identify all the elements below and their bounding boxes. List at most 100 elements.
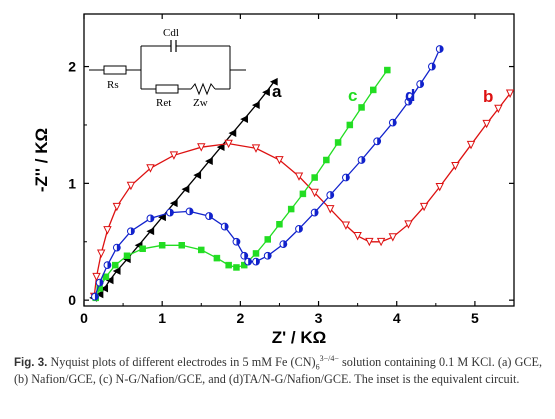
- x-tick-label: 1: [158, 310, 166, 326]
- series-d-point: [112, 243, 121, 252]
- series-a-point: [169, 199, 178, 208]
- series-c-point: [323, 156, 330, 164]
- series-d-point: [373, 137, 382, 146]
- x-tick-label: 0: [80, 310, 88, 326]
- series-d-point: [166, 208, 174, 217]
- series-d-point: [220, 222, 229, 231]
- series-d-point: [310, 208, 319, 217]
- series-c-point: [139, 245, 146, 253]
- series-a-point: [216, 143, 225, 152]
- series-label-a: a: [272, 82, 282, 101]
- series-d-point: [388, 118, 397, 127]
- x-tick-label: 4: [393, 310, 401, 326]
- series-d-point: [252, 257, 260, 266]
- series-d-point: [326, 191, 335, 199]
- series-c-point: [213, 254, 221, 262]
- caption-subscript: 6: [315, 362, 320, 372]
- series-b-point: [275, 156, 284, 165]
- series-label-b: b: [483, 87, 493, 106]
- series-c-point: [198, 246, 205, 254]
- caption-superscript: 3−/4−: [319, 353, 339, 363]
- series-a-point: [251, 101, 260, 109]
- series-c-point: [123, 252, 131, 260]
- nyquist-figure: 0 1 2 3 4 5 0 1 2 Z' / KΩ -Z'' / KΩ a b c d Rs …: [32, 13, 515, 347]
- series-d-point: [205, 212, 213, 220]
- series-d-point: [95, 278, 104, 287]
- series-a-point: [240, 115, 248, 124]
- series-b-point: [96, 249, 106, 258]
- plot-frame: [83, 13, 515, 307]
- series-d-point: [295, 225, 303, 233]
- series-c-point: [299, 190, 307, 198]
- cdl-label: Cdl: [163, 27, 179, 39]
- series-c-point: [346, 121, 354, 129]
- x-axis-ticks: 0 1 2 3 4 5: [80, 14, 479, 326]
- series-b-point: [310, 188, 319, 198]
- zw-label: Zw: [193, 97, 208, 109]
- series-c-point: [311, 174, 318, 181]
- series-c: [92, 66, 391, 302]
- series-d-point: [240, 251, 249, 260]
- series-d-point: [357, 156, 366, 164]
- caption-text-before: Nyquist plots of different electrodes in…: [47, 355, 316, 369]
- series-a-point: [269, 77, 278, 86]
- series-a-point: [193, 171, 202, 180]
- series-b-point: [404, 220, 413, 229]
- series-d-point: [127, 227, 135, 236]
- series-d-point: [435, 45, 444, 53]
- series-c-point: [370, 86, 377, 94]
- series-b-point: [353, 232, 362, 241]
- series-d-point: [263, 251, 272, 260]
- inset-equivalent-circuit: Rs Cdl Ret Zw: [89, 27, 246, 109]
- y-tick-label: 1: [68, 175, 76, 191]
- series-d-point: [404, 97, 413, 106]
- y-axis-title: -Z'' / KΩ: [32, 128, 51, 192]
- series-b-line: [93, 93, 511, 297]
- series-d-point: [428, 62, 436, 71]
- series-b-point: [466, 140, 476, 150]
- caption-text-after: solution containing 0.1 M KCl. (a) GCE, …: [14, 355, 542, 386]
- series-b-point: [126, 181, 136, 191]
- series-c-point: [112, 261, 119, 269]
- series-d-point: [146, 214, 155, 223]
- series-c-point: [334, 139, 342, 146]
- series-d: [91, 45, 444, 301]
- series-c-point: [158, 242, 166, 249]
- series-c-point: [384, 66, 391, 74]
- ret-resistor: [155, 84, 179, 94]
- series-c-point: [252, 250, 260, 257]
- series-d-point: [232, 237, 241, 246]
- ret-label: Ret: [156, 97, 171, 109]
- series-a-point: [146, 227, 155, 236]
- series-b-point: [224, 139, 233, 149]
- zw-element: [190, 82, 216, 96]
- series-b-point: [341, 221, 351, 230]
- series-b-point: [197, 143, 206, 152]
- series-b: [89, 89, 514, 302]
- x-tick-label: 3: [315, 310, 323, 326]
- series-b-point: [251, 144, 261, 153]
- series-label-d: d: [405, 86, 415, 105]
- series-d-point: [342, 173, 350, 182]
- x-tick-label: 2: [236, 310, 244, 326]
- series-b-point: [92, 272, 101, 282]
- series-b-point: [112, 202, 122, 212]
- series-label-c: c: [348, 86, 357, 105]
- figure-caption: Fig. 3. Nyquist plots of different elect…: [14, 354, 542, 387]
- series-b-point: [365, 237, 374, 247]
- series-a-point: [181, 185, 190, 194]
- series-c-point: [264, 236, 271, 243]
- series-b-point: [494, 104, 503, 114]
- series-d-point: [103, 261, 112, 270]
- series-b-point: [294, 172, 304, 181]
- series-a-point: [100, 284, 109, 293]
- caption-label: Fig. 3.: [14, 357, 48, 369]
- y-axis-ticks: 0 1 2: [68, 59, 514, 308]
- series-b-point: [482, 119, 491, 129]
- x-axis-title: Z' / KΩ: [272, 328, 327, 347]
- series-b-point: [103, 226, 112, 235]
- y-tick-label: 0: [68, 292, 76, 308]
- series-b-point: [419, 202, 429, 212]
- series-b-point: [376, 237, 386, 247]
- series-layer: [89, 45, 514, 302]
